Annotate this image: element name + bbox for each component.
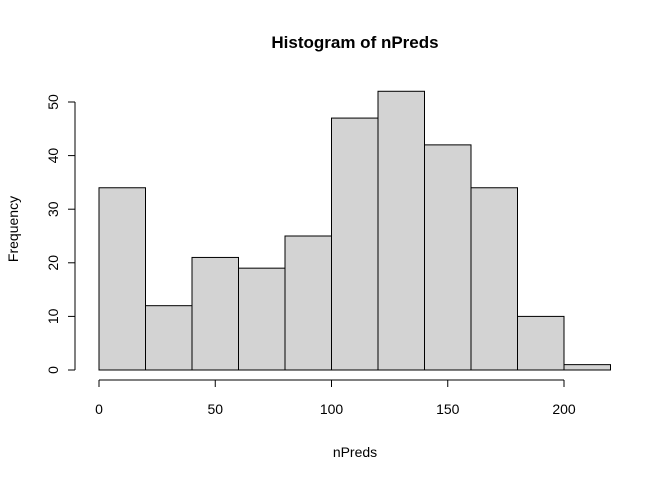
y-tick-label: 20 <box>45 255 61 271</box>
y-axis-label: Frequency <box>5 196 21 262</box>
histogram-bar-8 <box>470 187 518 371</box>
y-tick-label: 10 <box>45 308 61 324</box>
histogram-bar-5 <box>331 117 379 371</box>
histogram-bar-7 <box>424 144 472 371</box>
y-tick-label: 0 <box>45 366 61 374</box>
y-tick-label: 40 <box>45 148 61 164</box>
x-axis-label: nPreds <box>333 444 377 460</box>
histogram-bar-1 <box>145 305 193 371</box>
y-axis: 0 10 20 30 40 50 <box>45 94 76 374</box>
y-tick-label: 30 <box>45 201 61 217</box>
y-tick-label: 50 <box>45 94 61 110</box>
x-axis: 0 50 100 150 200 <box>95 379 576 417</box>
x-tick-label: 0 <box>95 401 103 417</box>
chart-title: Histogram of nPreds <box>271 33 438 52</box>
histogram-bar-2 <box>191 256 239 371</box>
x-tick-label: 150 <box>436 401 460 417</box>
histogram-bar-10 <box>563 364 611 371</box>
bars-group <box>98 90 611 371</box>
x-tick-label: 200 <box>552 401 576 417</box>
histogram-bar-4 <box>284 235 332 371</box>
histogram-bar-0 <box>98 187 146 371</box>
x-tick-label: 100 <box>320 401 344 417</box>
x-tick-label: 50 <box>207 401 223 417</box>
histogram-bar-9 <box>517 315 565 371</box>
histogram-bar-3 <box>238 267 286 371</box>
histogram-bar-6 <box>377 90 425 371</box>
